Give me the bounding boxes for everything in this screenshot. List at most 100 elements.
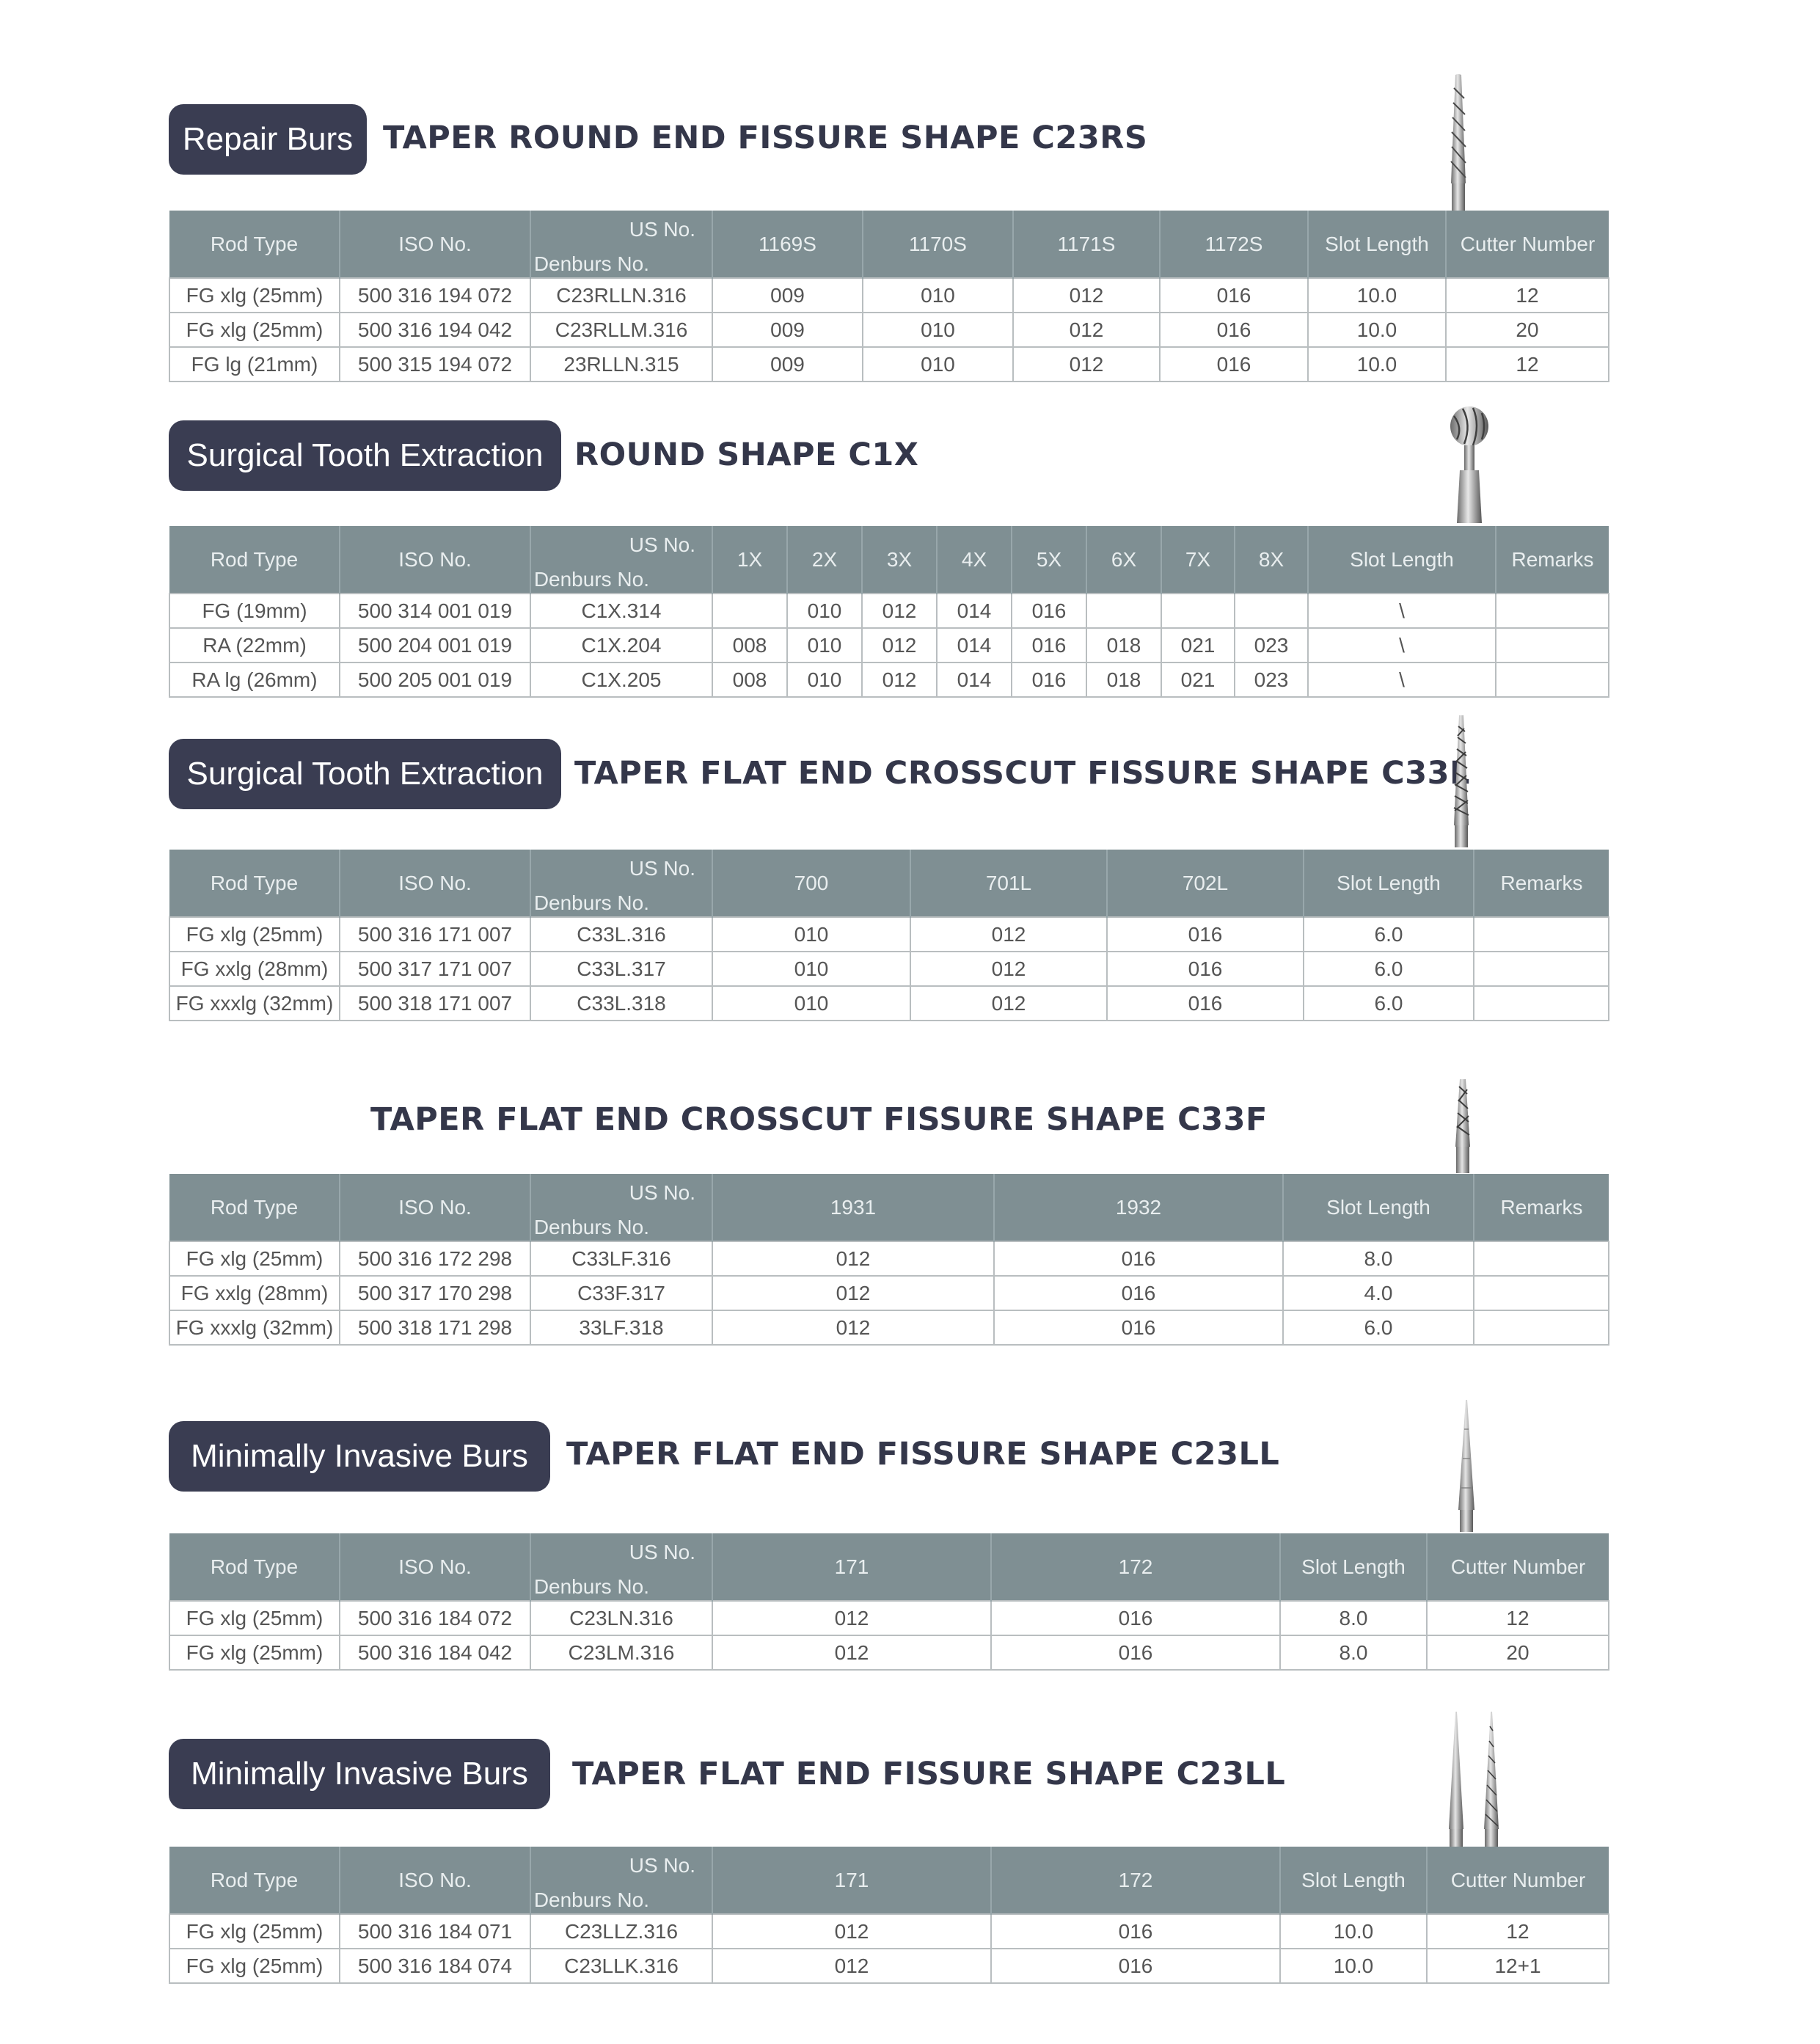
short-crosscut-bur-icon	[1455, 1079, 1470, 1173]
table-header-row: Rod Type ISO No. US No. Denburs No. 171 1…	[169, 1533, 1609, 1601]
iso-no-cell: 500 318 171 007	[339, 985, 531, 1021]
table-row: FG xlg (25mm) 500 316 194 072 C23RLLN.31…	[169, 277, 1609, 313]
table-header-row: Rod Type ISO No. US No. Denburs No. 1X 2X…	[169, 526, 1609, 594]
col-slot-length: Slot Length	[1304, 850, 1474, 917]
col-slot-length: Slot Length	[1308, 211, 1447, 278]
col-rod-type: Rod Type	[169, 1533, 340, 1601]
col-iso-no: ISO No.	[340, 850, 531, 917]
col-size: 172	[991, 1533, 1281, 1601]
iso-no-cell: 500 316 184 071	[339, 1913, 531, 1949]
rod-type-cell: RA (22mm)	[169, 627, 340, 663]
size-cell: 010	[712, 916, 911, 952]
size-cell: 009	[712, 346, 863, 382]
col-us-no: US No.	[629, 1854, 695, 1877]
table-header-row: Rod Type ISO No. US No. Denburs No. 700 7…	[169, 850, 1609, 917]
col-size: 171	[712, 1847, 992, 1914]
denburs-no-cell: C33L.317	[530, 951, 713, 987]
size-cell	[712, 593, 788, 629]
size-cell: 012	[1012, 277, 1161, 313]
col-size: 1931	[712, 1174, 995, 1241]
col-size: 3X	[862, 526, 938, 594]
denburs-no-cell: C1X.204	[530, 627, 713, 663]
col-us-denburs: US No. Denburs No.	[530, 211, 713, 278]
table-row: FG xlg (25mm) 500 316 184 071 C23LLZ.316…	[169, 1913, 1609, 1949]
col-us-no: US No.	[629, 857, 695, 880]
size-cell: 018	[1086, 627, 1162, 663]
remarks-cell	[1495, 593, 1609, 629]
col-size: 1169S	[712, 211, 863, 278]
rod-type-cell: FG xxxlg (32mm)	[169, 985, 340, 1021]
col-slot-length: Slot Length	[1283, 1174, 1474, 1241]
rod-type-cell: FG xlg (25mm)	[169, 1913, 340, 1949]
slot-length-cell: 4.0	[1282, 1275, 1474, 1311]
iso-no-cell: 500 316 184 042	[339, 1635, 531, 1671]
slot-length-cell: 8.0	[1279, 1635, 1428, 1671]
size-cell: 012	[712, 1241, 995, 1277]
size-cell: 016	[993, 1241, 1284, 1277]
rod-type-cell: FG lg (21mm)	[169, 346, 340, 382]
size-cell: 010	[862, 346, 1014, 382]
table-row: FG xlg (25mm) 500 316 172 298 C33LF.316 …	[169, 1241, 1609, 1277]
col-cutter-number: Cutter Number	[1450, 1868, 1586, 1891]
spec-table: Rod Type ISO No. US No. Denburs No. 1169S…	[169, 211, 1609, 382]
size-cell: 012	[910, 985, 1108, 1021]
col-iso-no: ISO No.	[340, 526, 531, 594]
slot-length-cell: 8.0	[1279, 1600, 1428, 1636]
size-cell: 009	[712, 277, 863, 313]
size-cell: 016	[1011, 662, 1087, 698]
cutter-number-cell: 20	[1426, 1635, 1609, 1671]
iso-no-cell: 500 314 001 019	[339, 593, 531, 629]
col-denburs-no: Denburs No.	[533, 891, 649, 914]
col-size: 700	[712, 850, 911, 917]
size-cell	[1161, 593, 1235, 629]
col-us-no: US No.	[629, 218, 695, 241]
denburs-no-cell: C23RLLN.316	[530, 277, 713, 313]
remarks-cell	[1495, 662, 1609, 698]
section-title: TAPER FLAT END CROSSCUT FISSURE SHAPE C3…	[370, 1101, 1268, 1138]
size-cell: 016	[990, 1600, 1281, 1636]
size-cell: 012	[861, 662, 938, 698]
size-cell: 012	[712, 1948, 992, 1984]
remarks-cell	[1473, 985, 1609, 1021]
size-cell: 012	[712, 1310, 995, 1346]
col-denburs-no: Denburs No.	[533, 252, 649, 275]
col-rod-type: Rod Type	[169, 526, 340, 594]
iso-no-cell: 500 318 171 298	[339, 1310, 531, 1346]
rod-type-cell: FG (19mm)	[169, 593, 340, 629]
col-size: 702L	[1107, 850, 1304, 917]
size-cell: 012	[712, 1635, 992, 1671]
slot-length-cell: 10.0	[1307, 346, 1447, 382]
category-badge: Minimally Invasive Burs	[169, 1739, 550, 1809]
spec-table: Rod Type ISO No. US No. Denburs No. 171 1…	[169, 1847, 1609, 1984]
category-badge: Surgical Tooth Extraction	[169, 420, 561, 491]
cutter-number-cell: 12	[1445, 346, 1609, 382]
col-size: 6X	[1086, 526, 1162, 594]
col-us-denburs: US No. Denburs No.	[530, 1533, 713, 1601]
table-row: FG xlg (25mm) 500 316 184 072 C23LN.316 …	[169, 1600, 1609, 1636]
col-size: 5X	[1012, 526, 1087, 594]
size-cell: 010	[862, 277, 1014, 313]
iso-no-cell: 500 315 194 072	[339, 346, 531, 382]
col-cutter-number: Cutter Number	[1460, 232, 1596, 255]
size-cell: 008	[712, 627, 788, 663]
denburs-no-cell: C23LLZ.316	[530, 1913, 713, 1949]
size-cell: 016	[1106, 951, 1304, 987]
col-size: 1170S	[863, 211, 1014, 278]
remarks-cell	[1473, 1241, 1609, 1277]
taper-round-end-fissure-bur-icon	[1450, 74, 1466, 211]
col-cutter-number: Cutter Number	[1450, 1555, 1586, 1578]
denburs-no-cell: C1X.314	[530, 593, 713, 629]
denburs-no-cell: C33L.316	[530, 916, 713, 952]
denburs-no-cell: C23LLK.316	[530, 1948, 713, 1984]
col-denburs-no: Denburs No.	[533, 568, 649, 591]
table-row: FG xlg (25mm) 500 316 194 042 C23RLLM.31…	[169, 312, 1609, 348]
category-badge: Repair Burs	[169, 104, 367, 175]
slot-length-cell: 6.0	[1282, 1310, 1474, 1346]
denburs-no-cell: C23LN.316	[530, 1600, 713, 1636]
spec-table: Rod Type ISO No. US No. Denburs No. 700 7…	[169, 850, 1609, 1021]
crosscut-fissure-bur-icon	[1453, 715, 1469, 847]
iso-no-cell: 500 316 184 072	[339, 1600, 531, 1636]
table-row: FG xxxlg (32mm) 500 318 171 298 33LF.318…	[169, 1310, 1609, 1346]
table-row: FG (19mm) 500 314 001 019 C1X.314 010 01…	[169, 593, 1609, 629]
table-row: FG xlg (25mm) 500 316 171 007 C33L.316 0…	[169, 916, 1609, 952]
